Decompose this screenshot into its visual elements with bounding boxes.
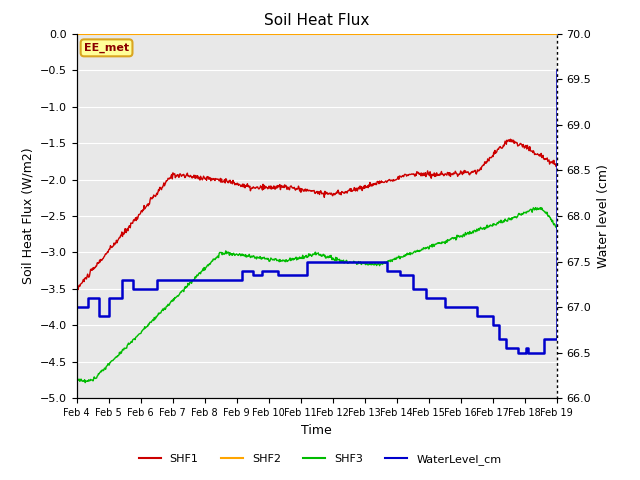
SHF1 (380, 180, 387, 185)
WaterLevel_cm (473, 313, 481, 319)
SHF1 (553, 161, 561, 167)
WaterLevel_cm (110, 295, 118, 301)
WaterLevel_cm (123, 277, 131, 283)
SHF3 (532, 205, 540, 211)
SHF2 (379, 31, 387, 36)
WaterLevel_cm (233, 277, 241, 283)
WaterLevel_cm (153, 277, 161, 283)
Line: SHF1: SHF1 (77, 139, 557, 289)
SHF1 (487, 155, 495, 161)
SHF2 (102, 31, 110, 36)
WaterLevel_cm (553, 67, 561, 73)
Title: Soil Heat Flux: Soil Heat Flux (264, 13, 369, 28)
WaterLevel_cm (243, 268, 250, 274)
SHF3 (380, 261, 387, 266)
Y-axis label: Soil Heat Flux (W/m2): Soil Heat Flux (W/m2) (21, 148, 35, 284)
SHF2 (364, 31, 372, 36)
WaterLevel_cm (259, 268, 266, 274)
WaterLevel_cm (129, 286, 137, 292)
Line: WaterLevel_cm: WaterLevel_cm (77, 70, 557, 353)
SHF3 (103, 363, 111, 369)
WaterLevel_cm (495, 336, 503, 342)
WaterLevel_cm (409, 286, 417, 292)
WaterLevel_cm (81, 304, 88, 310)
WaterLevel_cm (237, 268, 245, 274)
WaterLevel_cm (329, 259, 337, 264)
WaterLevel_cm (515, 350, 522, 356)
WaterLevel_cm (383, 268, 391, 274)
WaterLevel_cm (522, 346, 530, 351)
SHF2 (437, 31, 445, 36)
WaterLevel_cm (508, 346, 516, 351)
WaterLevel_cm (84, 295, 92, 301)
WaterLevel_cm (95, 313, 103, 319)
Y-axis label: Water level (cm): Water level (cm) (597, 164, 610, 268)
SHF2 (352, 31, 360, 36)
WaterLevel_cm (89, 295, 97, 301)
Legend: SHF1, SHF2, SHF3, WaterLevel_cm: SHF1, SHF2, SHF3, WaterLevel_cm (134, 450, 506, 469)
WaterLevel_cm (396, 273, 404, 278)
SHF3 (352, 260, 360, 265)
SHF1 (438, 168, 445, 174)
WaterLevel_cm (105, 295, 113, 301)
SHF3 (365, 262, 372, 267)
SHF1 (103, 250, 111, 256)
WaterLevel_cm (275, 273, 282, 278)
WaterLevel_cm (118, 277, 125, 283)
SHF1 (73, 284, 81, 290)
SHF2 (486, 31, 494, 36)
SHF1 (507, 136, 515, 142)
WaterLevel_cm (540, 336, 548, 342)
SHF3 (438, 240, 445, 246)
WaterLevel_cm (253, 273, 261, 278)
X-axis label: Time: Time (301, 424, 332, 437)
SHF1 (365, 182, 372, 188)
WaterLevel_cm (441, 304, 449, 310)
SHF1 (74, 287, 82, 292)
WaterLevel_cm (265, 268, 273, 274)
WaterLevel_cm (403, 273, 410, 278)
WaterLevel_cm (489, 323, 497, 328)
SHF2 (73, 31, 81, 36)
WaterLevel_cm (537, 350, 545, 356)
WaterLevel_cm (303, 259, 311, 264)
WaterLevel_cm (249, 273, 257, 278)
SHF3 (553, 226, 561, 231)
WaterLevel_cm (297, 273, 305, 278)
WaterLevel_cm (377, 259, 385, 264)
SHF2 (553, 31, 561, 36)
Line: SHF3: SHF3 (77, 208, 557, 383)
WaterLevel_cm (521, 350, 529, 356)
Text: EE_met: EE_met (84, 43, 129, 53)
WaterLevel_cm (502, 346, 509, 351)
SHF3 (487, 222, 495, 228)
WaterLevel_cm (143, 286, 151, 292)
WaterLevel_cm (413, 286, 421, 292)
WaterLevel_cm (390, 268, 397, 274)
WaterLevel_cm (73, 304, 81, 310)
SHF3 (81, 380, 89, 385)
WaterLevel_cm (524, 350, 532, 356)
WaterLevel_cm (422, 295, 429, 301)
SHF1 (352, 185, 360, 191)
SHF3 (73, 377, 81, 383)
WaterLevel_cm (100, 313, 108, 319)
